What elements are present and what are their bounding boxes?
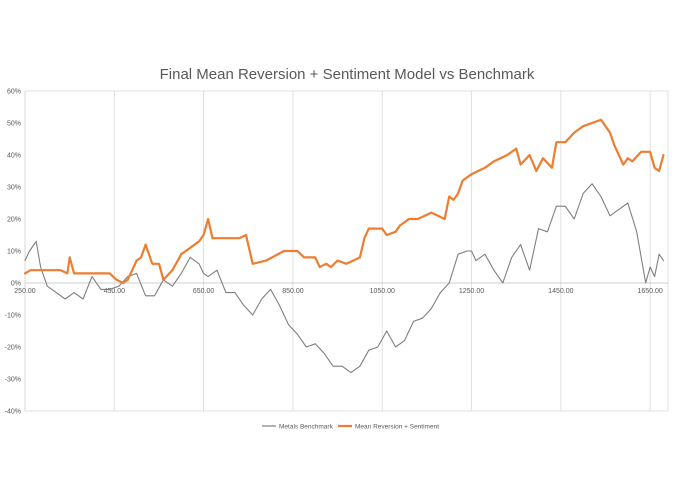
- y-tick-label: 0%: [11, 281, 21, 288]
- x-tick-label: 650.00: [193, 288, 215, 295]
- x-tick-label: 1650.00: [637, 288, 662, 295]
- legend-label: Metals Benchmark: [279, 423, 334, 430]
- y-tick-label: -20%: [5, 345, 21, 352]
- y-tick-label: 30%: [7, 185, 21, 192]
- y-tick-label: 40%: [7, 153, 21, 160]
- x-tick-label: 850.00: [282, 288, 304, 295]
- chart-title: Final Mean Reversion + Sentiment Model v…: [160, 66, 535, 83]
- series-layer: [23, 118, 665, 374]
- y-tick-label: 20%: [7, 217, 21, 224]
- y-tick-label: -40%: [5, 409, 21, 416]
- series-line-metals-benchmark: [24, 183, 665, 374]
- y-tick-label: 60%: [7, 89, 21, 96]
- axis-layer: -40% -30% -20% -10% 0% 10% 20% 30% 40% 50% 60% 250.…: [5, 89, 668, 416]
- x-tick-label: 1050.00: [370, 288, 395, 295]
- grid-layer: [24, 90, 669, 412]
- x-tick-label: 1250.00: [459, 288, 484, 295]
- x-tick-label: 250.00: [14, 288, 36, 295]
- series-line-mean-reversion-sentiment: [23, 118, 665, 285]
- legend: Metals Benchmark Mean Reversion + Sentime…: [262, 423, 439, 430]
- x-tick-label: 450.00: [104, 288, 126, 295]
- x-tick-label: 1450.00: [548, 288, 573, 295]
- y-tick-label: 10%: [7, 249, 21, 256]
- y-tick-label: -10%: [5, 313, 21, 320]
- y-tick-label: -30%: [5, 377, 21, 384]
- legend-label: Mean Reversion + Sentiment: [355, 423, 439, 430]
- y-tick-label: 50%: [7, 121, 21, 128]
